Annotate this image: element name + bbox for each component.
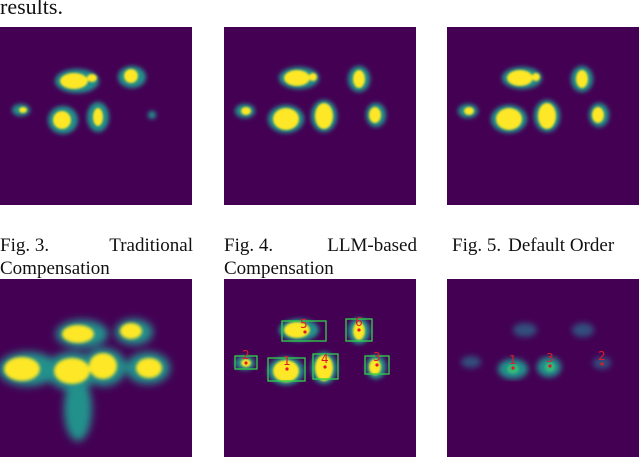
figure-3-label: Fig. 3. bbox=[0, 235, 50, 256]
figure-4-caption: Fig. 4. LLM-based Compensation bbox=[224, 234, 417, 280]
detection-label: 2 bbox=[598, 349, 606, 363]
detection-label: 2 bbox=[242, 348, 250, 362]
center-marker bbox=[600, 362, 604, 366]
figure-5-caption-line1: Default Order bbox=[508, 235, 615, 256]
figure-4-caption-line2: Compensation bbox=[224, 258, 334, 279]
center-marker bbox=[548, 364, 552, 368]
center-marker bbox=[285, 367, 289, 371]
detection-box bbox=[281, 320, 327, 342]
bottom-left-heatmap bbox=[0, 279, 192, 457]
bottom-middle-detections: 5 6 2 1 4 3 bbox=[224, 279, 416, 457]
center-marker bbox=[357, 328, 361, 332]
detection-label: 3 bbox=[546, 351, 554, 365]
detection-label: 1 bbox=[509, 353, 517, 367]
figure-4-heatmap bbox=[224, 27, 416, 205]
leading-text: results. bbox=[0, 0, 63, 19]
center-marker bbox=[303, 330, 307, 334]
detection-label: 4 bbox=[321, 352, 329, 366]
detection-label: 3 bbox=[373, 350, 381, 364]
detection-box bbox=[364, 355, 390, 375]
center-marker bbox=[323, 365, 327, 369]
detection-label: 5 bbox=[300, 317, 308, 331]
figure-5-heatmap bbox=[447, 27, 639, 205]
detection-label: 6 bbox=[355, 315, 363, 329]
figure-4-label: Fig. 4. bbox=[224, 235, 274, 256]
bottom-right-detections: 1 3 2 bbox=[447, 279, 639, 457]
detection-box bbox=[234, 355, 258, 370]
figure-3-caption-line2: Compensation bbox=[0, 258, 110, 279]
figure-5-label: Fig. 5. bbox=[452, 235, 502, 256]
detection-box bbox=[345, 318, 373, 342]
figure-3-caption-line1: Traditional bbox=[109, 235, 193, 256]
detection-label: 1 bbox=[283, 354, 291, 368]
figure-3-caption: Fig. 3. Traditional Compensation bbox=[0, 234, 193, 280]
detection-box bbox=[267, 357, 306, 382]
detection-box bbox=[312, 353, 339, 380]
center-marker bbox=[511, 366, 515, 370]
figure-5-caption: Fig. 5. Default Order bbox=[452, 234, 640, 257]
figure-3-heatmap bbox=[0, 27, 192, 205]
center-marker bbox=[375, 363, 379, 367]
center-marker bbox=[244, 361, 248, 365]
figure-4-caption-line1: LLM-based bbox=[327, 235, 417, 256]
